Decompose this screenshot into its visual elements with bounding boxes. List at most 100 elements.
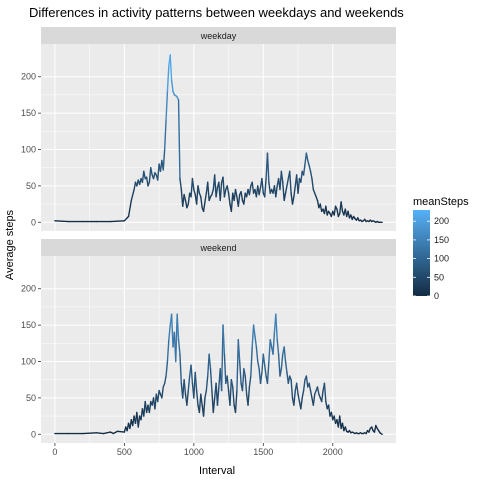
line-segment [186,389,189,406]
y-tick-label: 150 [21,320,36,330]
x-tick-label: 0 [52,447,57,457]
facet-strip-weekend [41,239,396,256]
line-segment [284,360,288,374]
line-segment [247,386,251,406]
line-segment [295,382,299,395]
line-segment [262,353,266,366]
line-segment [143,170,146,180]
line-segment [284,185,288,194]
line-segment [163,119,167,151]
line-segment [209,368,213,392]
line-segment [152,172,156,180]
line-segment [240,191,244,202]
line-segment [283,192,287,202]
line-segment [81,432,98,435]
x-tick-label: 500 [117,447,132,457]
legend-break-label: 150 [434,235,449,245]
line-segment [211,188,214,196]
line-segment [289,170,292,194]
line-segment [279,368,283,377]
line-segment [251,181,255,194]
line-segment [162,148,166,171]
facet-strip-label: weekday [200,31,237,41]
line-segment [339,415,342,430]
line-segment [282,181,285,202]
line-segment [259,371,263,385]
line-segment [266,152,270,183]
line-segment [336,208,340,218]
line-segment [276,338,280,355]
line-segment [311,177,315,191]
line-segment [340,201,344,213]
line-segment [177,338,181,355]
legend-ticks: 0 50 100 150 200 [413,216,449,301]
line-segment [229,378,233,406]
line-segment [123,215,130,222]
line-segment [272,331,276,355]
line-segment [237,338,241,363]
chart-title: Differences in activity patterns between… [29,5,404,20]
line-segment [197,185,201,194]
plot-panel-background [41,44,396,231]
line-segment [263,364,267,377]
line-segment [226,375,230,392]
line-segment [293,185,296,198]
line-segment [283,346,287,363]
line-segment [193,188,196,196]
legend-colorbar [413,210,430,296]
legend-break-label: 200 [434,216,449,226]
line-segment [300,170,303,183]
line-segment [200,393,203,406]
line-segment [170,79,174,92]
x-tick-label: 1500 [253,447,273,457]
line-segment [205,375,209,392]
line-segment [286,177,290,187]
line-segment [232,386,235,406]
line-segment [241,368,245,392]
line-segment [54,220,70,223]
line-segment [187,375,191,392]
line-segment [323,382,327,403]
line-segment [208,353,212,370]
line-segment [191,177,195,191]
line-segment [327,404,331,417]
line-segment [200,196,203,209]
line-segment [238,360,242,385]
line-segment [268,181,271,194]
line-segment [290,378,294,399]
line-segment [234,389,238,414]
line-segment [102,431,112,435]
y-tick-label: 0 [31,429,36,439]
line-segment [183,193,187,202]
line-segment [150,166,153,176]
line-segment [195,389,199,406]
line-segment [255,346,259,363]
line-segment [254,335,258,348]
line-segment [212,397,216,414]
line-segment [301,389,305,399]
line-segment [309,389,313,399]
line-segment [163,375,167,385]
x-axis-ticks: 0 500 1000 1500 2000 [52,443,343,457]
line-segment [302,378,306,392]
line-segment [116,430,126,433]
line-segment [305,375,309,388]
y-tick-label: 200 [21,72,36,82]
x-tick-label: 2000 [323,447,343,457]
line-segment [280,170,284,183]
legend-break-label: 100 [434,254,449,264]
line-segment [307,159,310,167]
line-segment [137,415,141,428]
facet-panel-weekend: weekend 0 50 100 150 200 [21,239,396,443]
line-segment [248,185,252,196]
line-segment [280,353,284,370]
line-segment [220,324,224,392]
line-segment [213,174,217,198]
line-segment [223,188,227,198]
line-segment [302,163,306,176]
line-segment [226,185,230,194]
line-segment [202,397,206,417]
line-segment [277,353,281,377]
facet-strip-label: weekend [199,243,236,253]
line-segment [148,400,152,414]
